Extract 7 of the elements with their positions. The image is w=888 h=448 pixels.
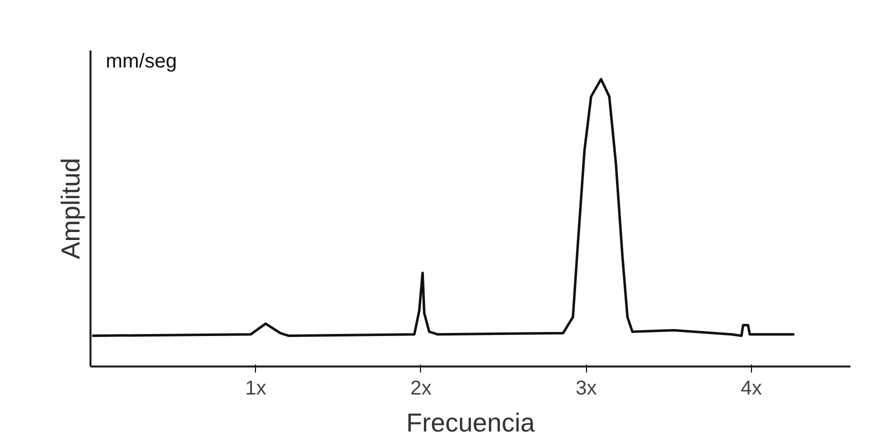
x-tick-label: 1x [245,378,266,400]
x-axis-title: Frecuencia [406,408,536,438]
text: mm/seg [106,50,177,73]
x-tick-label: 2x [410,378,432,400]
x-tick-label: 4x [740,378,762,400]
x-tick-label: 3x [576,378,597,400]
y-axis-title: Amplitud [56,158,86,260]
